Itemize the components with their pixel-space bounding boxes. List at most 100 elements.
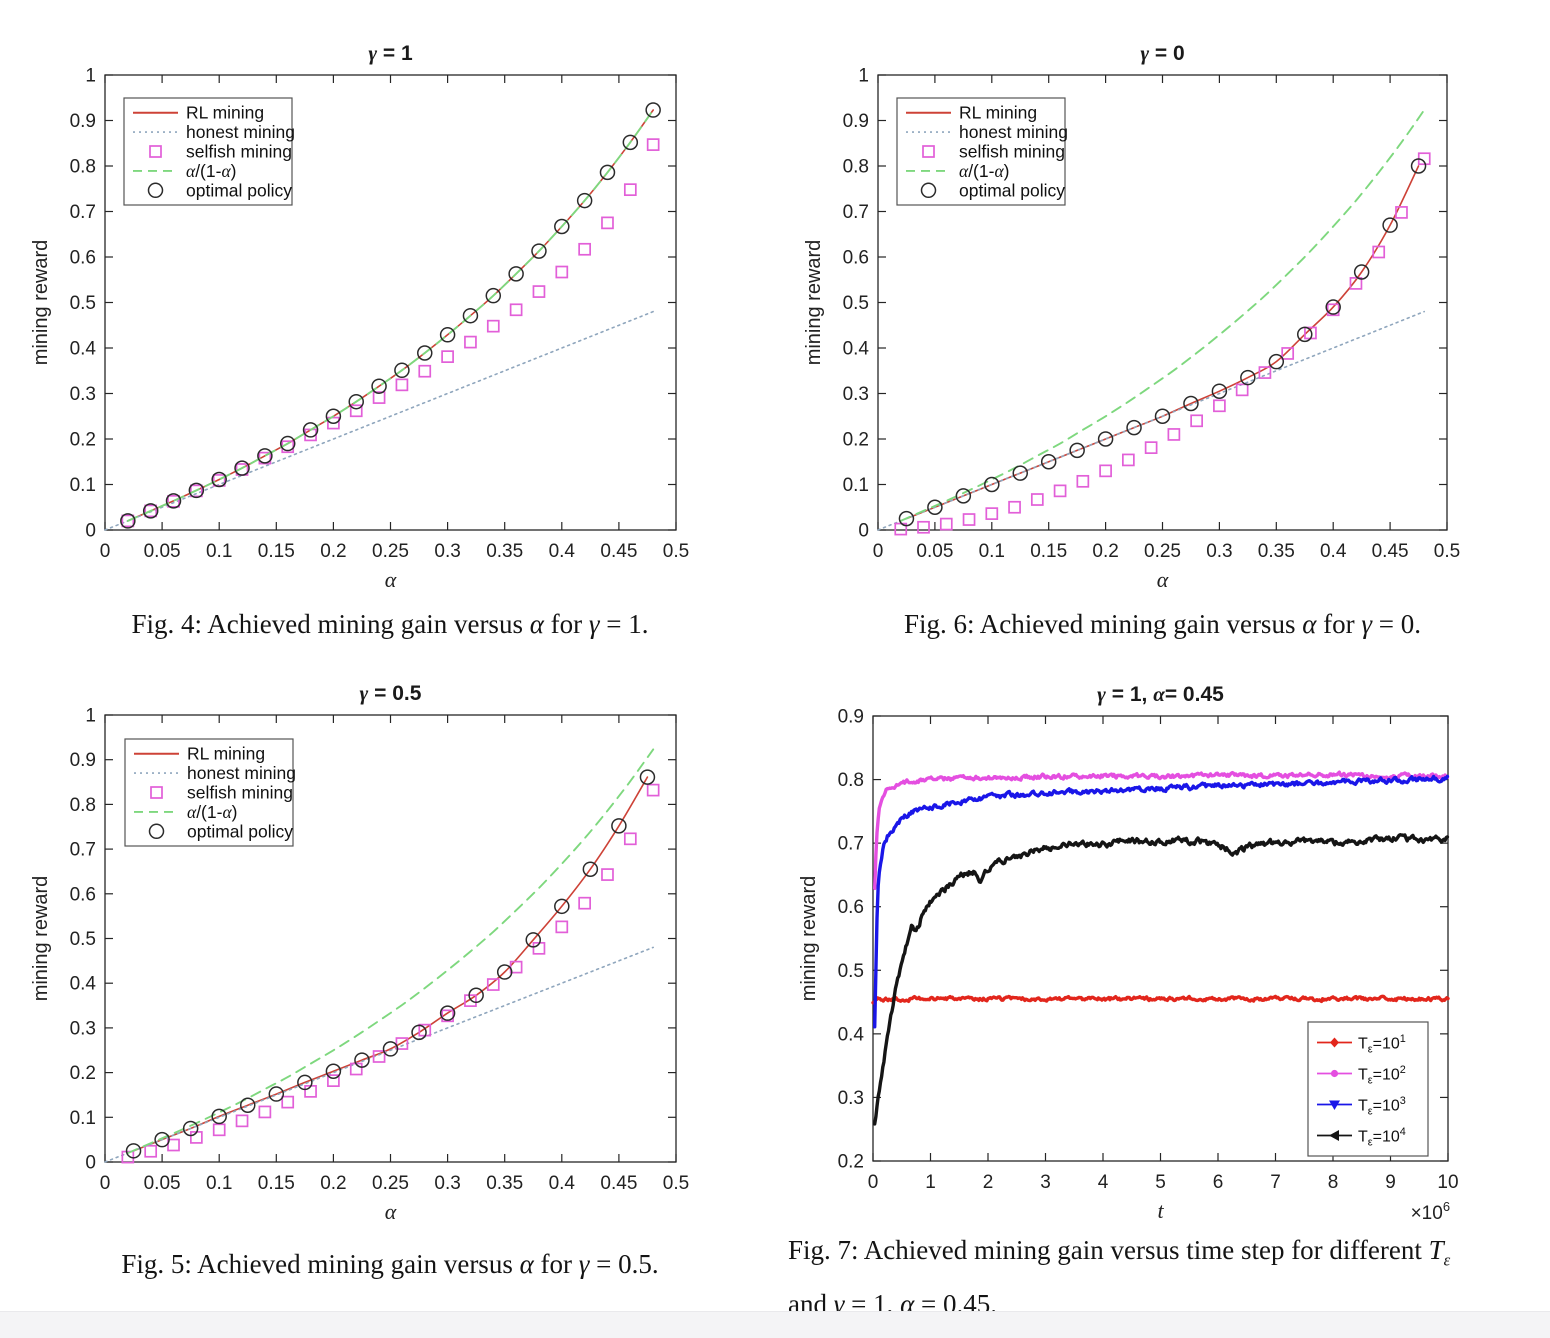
svg-text:7: 7 bbox=[1270, 1172, 1281, 1193]
series-t-eps-10-1 bbox=[871, 994, 1450, 1005]
series-optimal-policy bbox=[125, 769, 656, 1159]
axes: 0 0.05 0.1 0.15 0.2 0.25 0.3 0.35 0.4 0.45 0.5 0 0.1… bbox=[70, 706, 690, 1195]
svg-text:6: 6 bbox=[1213, 1172, 1224, 1193]
x-axis-exponent: ×106 bbox=[1411, 1199, 1450, 1224]
series-optimal-policy bbox=[120, 102, 661, 529]
svg-text:0: 0 bbox=[858, 521, 869, 542]
svg-text:0.3: 0.3 bbox=[70, 384, 96, 405]
svg-text:0.2: 0.2 bbox=[1092, 541, 1118, 562]
series-honest-mining bbox=[104, 946, 654, 1163]
svg-text:0.5: 0.5 bbox=[663, 541, 689, 562]
svg-text:0.8: 0.8 bbox=[838, 770, 864, 791]
svg-text:5: 5 bbox=[1155, 1172, 1166, 1193]
axes: 0 0.05 0.1 0.15 0.2 0.25 0.3 0.35 0.4 0.45 0.5 0 0.1… bbox=[70, 66, 690, 563]
svg-text:RL mining: RL mining bbox=[959, 103, 1037, 123]
chart-gamma-0p5: 0 0.05 0.1 0.15 0.2 0.25 0.3 0.35 0.4 0.45 0.5 0 0.1… bbox=[30, 681, 690, 1224]
svg-text:0.3: 0.3 bbox=[838, 1088, 864, 1109]
series-honest-mining bbox=[104, 310, 654, 531]
svg-text:0.9: 0.9 bbox=[70, 750, 96, 771]
chart-gamma-0: 0 0.05 0.1 0.15 0.2 0.25 0.3 0.35 0.4 0.45 0.5 0 0.1… bbox=[803, 41, 1461, 592]
y-axis-label: mining reward bbox=[30, 240, 52, 366]
svg-text:1: 1 bbox=[858, 66, 869, 87]
svg-text:0.8: 0.8 bbox=[70, 795, 96, 816]
svg-text:0.5: 0.5 bbox=[1434, 541, 1460, 562]
svg-text:selfish mining: selfish mining bbox=[186, 142, 292, 162]
chart-title: γ = 1 bbox=[368, 41, 413, 65]
svg-text:optimal policy: optimal policy bbox=[187, 821, 293, 841]
svg-text:0.5: 0.5 bbox=[70, 929, 96, 950]
chart-time-series: 0 1 2 3 4 5 6 7 8 9 10 0.2 0.3 0.4 0.5 0.6 0.7 0.8 0.9 γ = … bbox=[798, 682, 1459, 1224]
svg-text:0.4: 0.4 bbox=[549, 1173, 576, 1194]
series-optimal-policy bbox=[898, 158, 1427, 527]
svg-text:0.8: 0.8 bbox=[843, 157, 869, 178]
page-bottom-strip bbox=[0, 1311, 1550, 1338]
axes: 0 0.05 0.1 0.15 0.2 0.25 0.3 0.35 0.4 0.45 0.5 0 0.1… bbox=[843, 66, 1461, 563]
svg-text:0.35: 0.35 bbox=[486, 541, 523, 562]
svg-text:0.05: 0.05 bbox=[916, 541, 953, 562]
svg-text:9: 9 bbox=[1385, 1172, 1396, 1193]
svg-text:0: 0 bbox=[85, 1153, 96, 1174]
svg-text:0.1: 0.1 bbox=[206, 541, 232, 562]
svg-text:0.45: 0.45 bbox=[600, 1173, 637, 1194]
svg-text:0.9: 0.9 bbox=[838, 707, 864, 728]
series-alpha-1-alpha- bbox=[899, 109, 1426, 522]
svg-text:Tε=103: Tε=103 bbox=[1358, 1095, 1406, 1118]
svg-text:0.25: 0.25 bbox=[372, 541, 409, 562]
svg-text:4: 4 bbox=[1098, 1172, 1109, 1193]
svg-text:0.4: 0.4 bbox=[549, 541, 576, 562]
svg-text:0.1: 0.1 bbox=[843, 475, 869, 496]
svg-text:0.7: 0.7 bbox=[70, 202, 96, 223]
svg-text:0.2: 0.2 bbox=[320, 1173, 346, 1194]
figure-4-caption: Fig. 4: Achieved mining gain versus α fo… bbox=[131, 609, 649, 639]
svg-text:1: 1 bbox=[85, 706, 96, 727]
svg-text:0.4: 0.4 bbox=[70, 339, 97, 360]
y-axis-label: mining reward bbox=[798, 876, 820, 1002]
svg-text:0.5: 0.5 bbox=[843, 293, 869, 314]
svg-text:honest mining: honest mining bbox=[959, 122, 1068, 142]
svg-text:0.7: 0.7 bbox=[843, 202, 869, 223]
series-selfish-mining bbox=[894, 152, 1431, 536]
series-rl-mining bbox=[905, 165, 1420, 520]
svg-text:0.7: 0.7 bbox=[838, 834, 864, 855]
x-axis-label: α bbox=[385, 567, 397, 592]
svg-text:0.15: 0.15 bbox=[1030, 541, 1067, 562]
series-alpha-1-alpha- bbox=[126, 748, 655, 1155]
svg-text:0.7: 0.7 bbox=[70, 840, 96, 861]
svg-text:0.4: 0.4 bbox=[70, 974, 97, 995]
svg-text:0.4: 0.4 bbox=[843, 339, 870, 360]
svg-text:0.15: 0.15 bbox=[258, 541, 295, 562]
svg-text:0.6: 0.6 bbox=[838, 897, 864, 918]
svg-text:0.8: 0.8 bbox=[70, 157, 96, 178]
chart-title: γ = 1, α= 0.45 bbox=[1097, 682, 1224, 706]
svg-text:0.3: 0.3 bbox=[434, 1173, 460, 1194]
svg-text:0.1: 0.1 bbox=[206, 1173, 232, 1194]
svg-text:0.6: 0.6 bbox=[70, 884, 96, 905]
svg-text:0.3: 0.3 bbox=[843, 384, 869, 405]
svg-text:10: 10 bbox=[1437, 1172, 1458, 1193]
svg-text:α/(1-α): α/(1-α) bbox=[959, 161, 1009, 181]
series-rl-mining bbox=[132, 776, 649, 1152]
svg-text:selfish mining: selfish mining bbox=[187, 783, 293, 803]
figure-5-caption: Fig. 5: Achieved mining gain versus α fo… bbox=[121, 1249, 659, 1279]
svg-text:0.05: 0.05 bbox=[144, 541, 181, 562]
svg-text:0.1: 0.1 bbox=[70, 475, 96, 496]
svg-text:0.6: 0.6 bbox=[70, 248, 96, 269]
x-axis-label: t bbox=[1157, 1198, 1164, 1223]
series-selfish-mining bbox=[121, 138, 660, 528]
svg-text:0.3: 0.3 bbox=[434, 541, 460, 562]
svg-text:0.5: 0.5 bbox=[663, 1173, 689, 1194]
svg-text:0.25: 0.25 bbox=[372, 1173, 409, 1194]
svg-text:0: 0 bbox=[868, 1172, 879, 1193]
axes: 0 1 2 3 4 5 6 7 8 9 10 0.2 0.3 0.4 0.5 0.6 0.7 0.8 0.9 bbox=[838, 707, 1459, 1194]
svg-text:0.35: 0.35 bbox=[1258, 541, 1295, 562]
svg-text:0.15: 0.15 bbox=[258, 1173, 295, 1194]
svg-text:0.9: 0.9 bbox=[70, 111, 96, 132]
svg-text:0.45: 0.45 bbox=[1372, 541, 1409, 562]
svg-text:selfish mining: selfish mining bbox=[959, 142, 1065, 162]
svg-text:α/(1-α): α/(1-α) bbox=[187, 802, 237, 822]
figure-6-caption: Fig. 6: Achieved mining gain versus α fo… bbox=[903, 609, 1421, 639]
svg-text:0.35: 0.35 bbox=[486, 1173, 523, 1194]
